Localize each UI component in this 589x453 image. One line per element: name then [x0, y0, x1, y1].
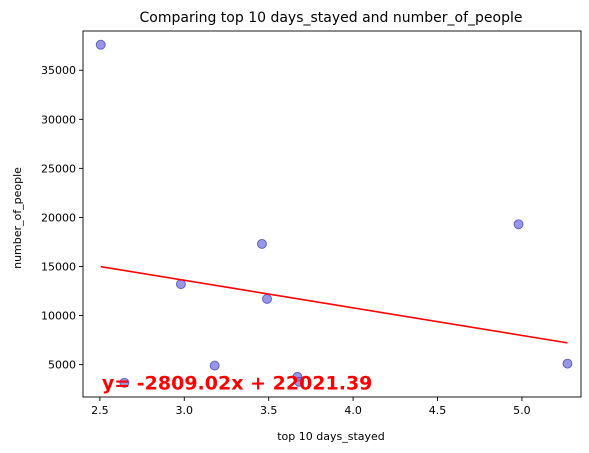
scatter-point	[209, 360, 220, 371]
regression-equation: y= -2809.02x + 22021.39	[102, 372, 373, 394]
y-tick-label: 5000	[48, 359, 76, 372]
scatter-point	[262, 293, 272, 304]
x-tick-label: 3.0	[176, 404, 194, 417]
scatter-point	[562, 358, 573, 369]
y-tick-label: 35000	[41, 64, 76, 77]
x-tick-label: 4.5	[429, 404, 447, 417]
x-tick-label: 4.0	[344, 404, 362, 417]
y-tick-label: 25000	[41, 162, 76, 175]
scatter-point	[513, 219, 524, 230]
y-tick-label: 15000	[41, 260, 76, 273]
y-axis-label: number_of_people	[11, 167, 24, 269]
y-tick-label: 30000	[41, 113, 76, 126]
y-axis-ticks: 5000 10000 15000 20000 25000 30000 35000	[41, 64, 83, 372]
plot-frame	[82, 30, 582, 398]
x-tick-label: 5.0	[513, 404, 531, 417]
x-tick-label: 3.5	[260, 404, 278, 417]
x-axis-label: top 10 days_stayed	[277, 430, 385, 443]
regression-line	[100, 265, 568, 344]
y-tick-label: 10000	[41, 310, 76, 323]
plot-area	[82, 30, 582, 398]
y-tick-label: 20000	[41, 211, 76, 224]
scatter-point	[95, 39, 106, 50]
chart-title: Comparing top 10 days_stayed and number_…	[140, 10, 523, 26]
scatter-point	[119, 377, 130, 388]
x-axis-ticks: 2.5 3.0 3.5 4.0 4.5 5.0	[91, 397, 531, 417]
scatter-point	[294, 376, 305, 387]
scatter-point	[256, 238, 267, 249]
x-tick-label: 2.5	[91, 404, 109, 417]
